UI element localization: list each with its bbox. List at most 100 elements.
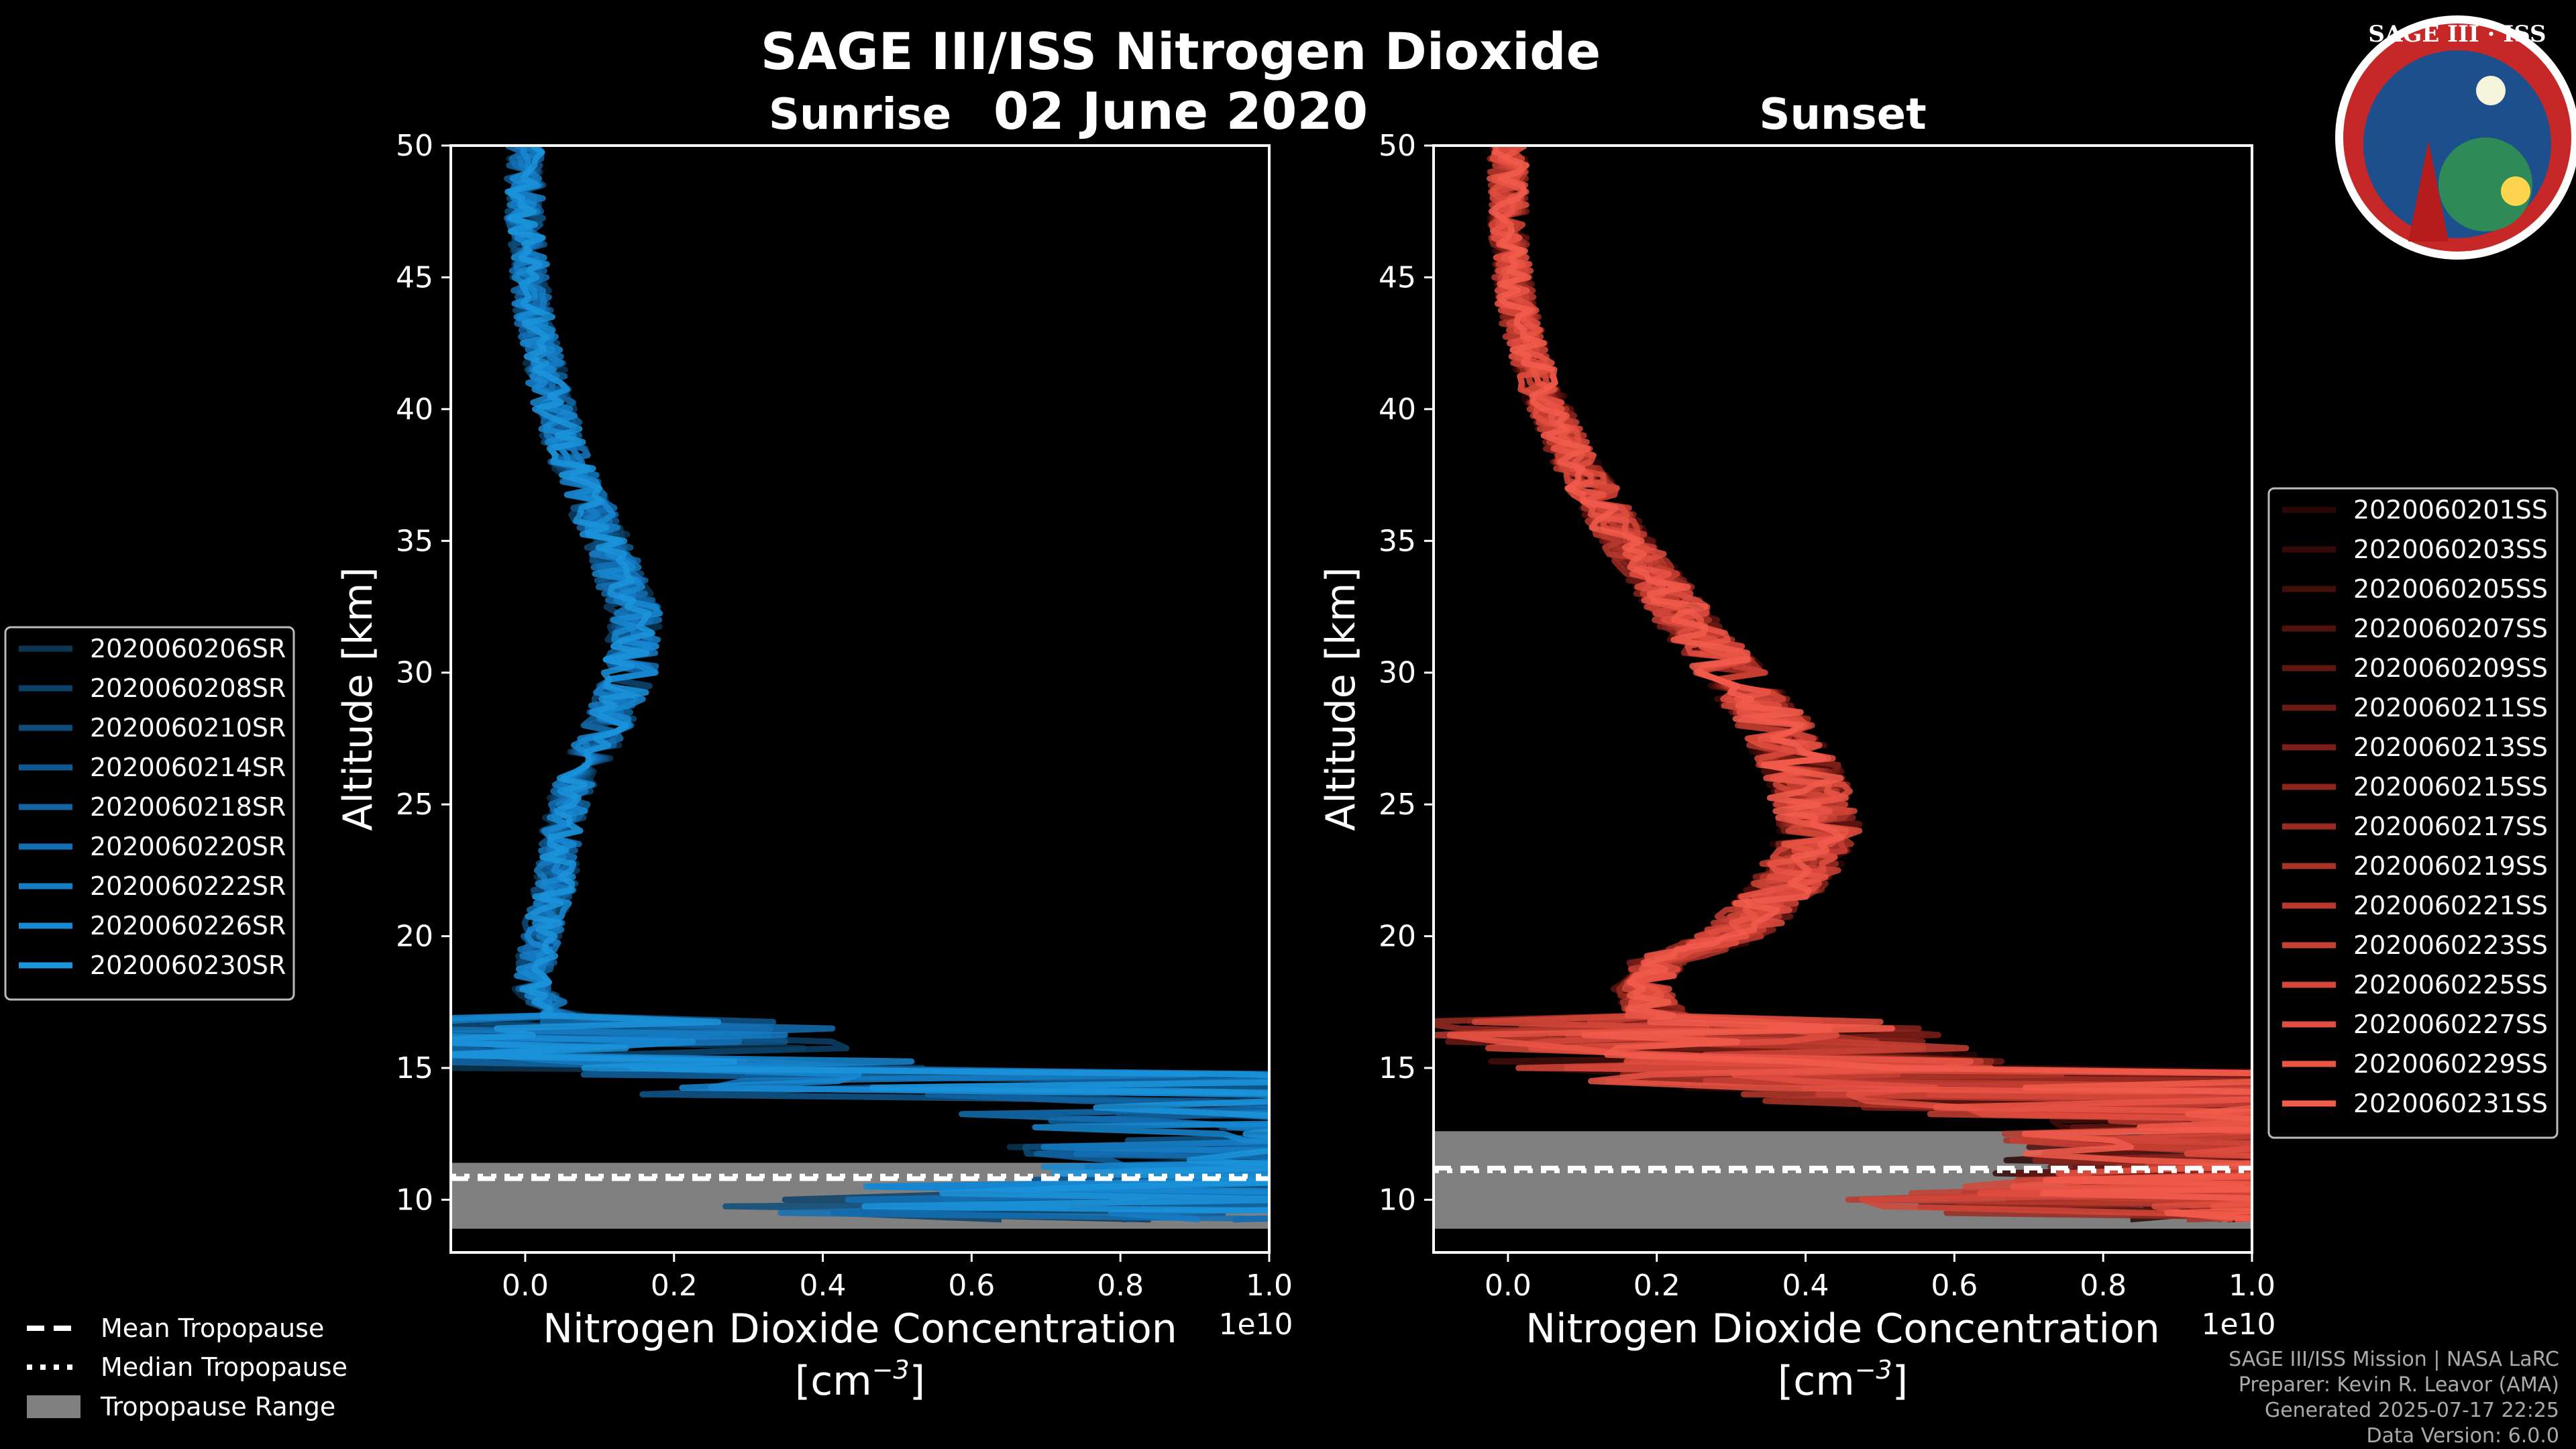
x-axis-label: Nitrogen Dioxide Concentration: [1525, 1305, 2160, 1352]
legend-entry: 2020060222SR: [90, 871, 286, 901]
logo-moon-icon: [2476, 76, 2506, 105]
x-tick-label: 0.2: [651, 1269, 698, 1303]
figure-title: SAGE III/ISS Nitrogen Dioxide: [761, 21, 1601, 81]
legend-entry: 2020060215SS: [2353, 772, 2548, 802]
y-tick-label: 45: [1379, 260, 1416, 294]
x-unit-close: ]: [910, 1358, 925, 1405]
y-tick-label: 10: [396, 1183, 433, 1217]
logo-sun-icon: [2501, 176, 2530, 206]
y-tick-label: 20: [1379, 920, 1416, 954]
footer-credits: SAGE III/ISS Mission | NASA LaRC Prepare…: [2229, 1348, 2559, 1448]
legend-entry: 2020060206SR: [90, 634, 286, 663]
legend-entry: 2020060230SR: [90, 951, 286, 980]
x-tick-label: 0.8: [1097, 1269, 1144, 1303]
legend-entry: 2020060221SS: [2353, 891, 2548, 920]
y-tick-label: 30: [396, 656, 433, 690]
legend-entry: 2020060207SS: [2353, 614, 2548, 643]
y-axis-label: Altitude [km]: [1318, 567, 1364, 831]
x-axis-unit: [cm−3]: [1778, 1355, 1908, 1405]
series-line-2020060231SS: [1488, 146, 2252, 1222]
x-unit-exponent: −3: [1855, 1355, 1892, 1385]
x-tick-label: 0.4: [1782, 1269, 1829, 1303]
panel-title: Sunset: [1759, 90, 1926, 140]
x-unit-base: [cm: [795, 1358, 872, 1405]
legend-entry: 2020060223SS: [2353, 930, 2548, 960]
x-tick-label: 0.0: [1485, 1269, 1532, 1303]
y-axis-label: Altitude [km]: [335, 567, 382, 831]
legend-entry: 2020060214SR: [90, 753, 286, 782]
plot-area: [451, 146, 1269, 1229]
series-legend: 2020060201SS 2020060203SS 2020060205SS 2020…: [2267, 487, 2559, 1139]
axes-frame: [1432, 144, 2253, 1254]
y-tick-label: 50: [1379, 129, 1416, 163]
x-unit-base: [cm: [1778, 1358, 1855, 1405]
legend-entry: 2020060203SS: [2353, 535, 2548, 564]
legend-frame: [2267, 487, 2559, 1139]
y-tick-label: 25: [396, 788, 433, 822]
legend-entry: 2020060220SR: [90, 832, 286, 861]
plot-area: [1434, 146, 2252, 1229]
legend-entry: 2020060208SR: [90, 674, 286, 703]
x-tick-label: 0.0: [502, 1269, 549, 1303]
series-line-2020060230SR: [451, 146, 1269, 1214]
tropopause-legend: Mean Tropopause Median Tropopause Tropop…: [27, 1313, 347, 1421]
x-tick-label: 1.0: [2229, 1269, 2275, 1303]
x-unit-close: ]: [1892, 1358, 1908, 1405]
legend-entry: 2020060226SR: [90, 911, 286, 941]
x-tick-label: 0.6: [1931, 1269, 1978, 1303]
legend-entry: 2020060229SS: [2353, 1049, 2548, 1079]
legend-entry: 2020060213SS: [2353, 733, 2548, 762]
legend-entry: 2020060225SS: [2353, 970, 2548, 1000]
x-scale-label: 1e10: [2201, 1307, 2275, 1342]
y-tick-label: 50: [396, 129, 433, 163]
sunset-panel: 0.0 0.2 0.4 0.6 0.8 1.0 10 15 20 25 30 35 40 45 50 1e10…: [1318, 90, 2559, 1405]
legend-entry: 2020060201SS: [2353, 495, 2548, 525]
figure-date: 02 June 2020: [994, 81, 1368, 141]
footer-preparer: Preparer: Kevin R. Leavor (AMA): [2239, 1373, 2559, 1397]
y-tick-label: 45: [396, 260, 433, 294]
logo-text: SAGE III · ISS: [2368, 21, 2546, 48]
x-unit-exponent: −3: [872, 1355, 910, 1385]
x-tick-label: 0.6: [948, 1269, 995, 1303]
x-tick-label: 0.8: [2080, 1269, 2127, 1303]
tropopause-range-swatch: [27, 1395, 80, 1418]
logo-earth-icon: [2438, 138, 2532, 231]
logo-figure-icon: [2408, 141, 2449, 241]
x-scale-label: 1e10: [1218, 1307, 1293, 1342]
legend-frame: [4, 626, 295, 1001]
y-tick-label: 35: [396, 524, 433, 558]
legend-entry: 2020060219SS: [2353, 851, 2548, 881]
x-tick-label: 1.0: [1246, 1269, 1293, 1303]
footer-generated: Generated 2025-07-17 22:25: [2265, 1399, 2559, 1422]
sage-iss-logo: SAGE III · ISS: [2335, 15, 2576, 260]
y-tick-label: 35: [1379, 524, 1416, 558]
x-axis-label: Nitrogen Dioxide Concentration: [543, 1305, 1177, 1352]
y-tick-label: 15: [396, 1051, 433, 1085]
legend-entry: 2020060209SS: [2353, 653, 2548, 683]
x-tick-label: 0.4: [800, 1269, 847, 1303]
y-tick-label: 40: [1379, 392, 1416, 427]
y-tick-label: 25: [1379, 788, 1416, 822]
y-tick-label: 30: [1379, 656, 1416, 690]
tropopause-range-label: Tropopause Range: [100, 1392, 335, 1421]
legend-entry: 2020060218SR: [90, 792, 286, 822]
legend-entry: 2020060217SS: [2353, 812, 2548, 841]
footer-mission: SAGE III/ISS Mission | NASA LaRC: [2229, 1348, 2559, 1371]
legend-entry: 2020060205SS: [2353, 574, 2548, 604]
y-tick-label: 10: [1379, 1183, 1416, 1217]
axes-frame: [449, 144, 1271, 1254]
median-tropopause-label: Median Tropopause: [101, 1352, 347, 1382]
legend-entry: 2020060227SS: [2353, 1010, 2548, 1039]
legend-entry: 2020060211SS: [2353, 693, 2548, 722]
legend-entry: 2020060231SS: [2353, 1089, 2548, 1118]
panel-title: Sunrise: [769, 90, 951, 140]
sunrise-panel: 0.0 0.2 0.4 0.6 0.8 1.0 10 15 20 25 30 35 40 45 50 1e10…: [4, 90, 1293, 1405]
series-legend: 2020060206SR 2020060208SR 2020060210SR 2020…: [4, 626, 295, 1001]
mean-tropopause-label: Mean Tropopause: [101, 1313, 324, 1343]
x-tick-label: 0.2: [1633, 1269, 1680, 1303]
y-tick-label: 20: [396, 920, 433, 954]
y-tick-label: 40: [396, 392, 433, 427]
x-axis-unit: [cm−3]: [795, 1355, 925, 1405]
footer-version: Data Version: 6.0.0: [2367, 1424, 2559, 1448]
